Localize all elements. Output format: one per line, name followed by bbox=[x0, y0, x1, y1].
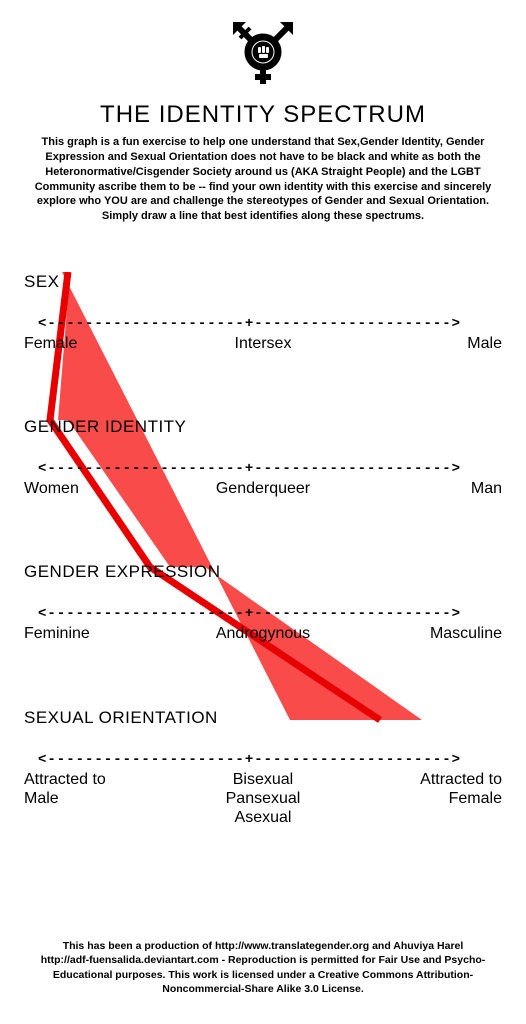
spectrum-gender-expression: GENDER EXPRESSION <---------------------+… bbox=[24, 562, 502, 643]
label-left: Attracted to Male bbox=[24, 770, 183, 828]
label-right: Male bbox=[343, 334, 502, 353]
spectrum-title: SEXUAL ORIENTATION bbox=[24, 708, 502, 728]
spectrum-axis: <---------------------+-----------------… bbox=[24, 461, 502, 477]
spectrum-area: SEX <---------------------+--------------… bbox=[0, 272, 526, 827]
spectrum-sex: SEX <---------------------+--------------… bbox=[24, 272, 502, 353]
logo bbox=[0, 0, 526, 97]
page-title: THE IDENTITY SPECTRUM bbox=[0, 101, 526, 129]
label-mid: Androgynous bbox=[183, 624, 342, 643]
spectrum-gender-identity: GENDER IDENTITY <---------------------+--… bbox=[24, 417, 502, 498]
label-right: Man bbox=[343, 479, 502, 498]
label-right: Attracted to Female bbox=[343, 770, 502, 828]
spectrum-axis: <---------------------+-----------------… bbox=[24, 316, 502, 332]
label-left: Women bbox=[24, 479, 183, 498]
intro-text: This graph is a fun exercise to help one… bbox=[0, 129, 526, 224]
spectrum-axis: <---------------------+-----------------… bbox=[24, 606, 502, 622]
label-mid: Bisexual Pansexual Asexual bbox=[183, 770, 342, 828]
spectrum-labels: WomenGenderqueerMan bbox=[24, 479, 502, 498]
spectrum-labels: Attracted to MaleBisexual Pansexual Asex… bbox=[24, 770, 502, 828]
spectrum-title: GENDER IDENTITY bbox=[24, 417, 502, 437]
spectrum-title: GENDER EXPRESSION bbox=[24, 562, 502, 582]
spectrum-sexual-orientation: SEXUAL ORIENTATION <---------------------… bbox=[24, 708, 502, 828]
footer-text: This has been a production of http://www… bbox=[0, 939, 526, 996]
spectrum-labels: FemaleIntersexMale bbox=[24, 334, 502, 353]
label-left: Female bbox=[24, 334, 183, 353]
label-mid: Intersex bbox=[183, 334, 342, 353]
spectrum-labels: FeminineAndrogynousMasculine bbox=[24, 624, 502, 643]
label-left: Feminine bbox=[24, 624, 183, 643]
spectrum-title: SEX bbox=[24, 272, 502, 292]
label-right: Masculine bbox=[343, 624, 502, 643]
label-mid: Genderqueer bbox=[183, 479, 342, 498]
spectrum-axis: <---------------------+-----------------… bbox=[24, 752, 502, 768]
trans-symbol-icon bbox=[228, 12, 298, 92]
